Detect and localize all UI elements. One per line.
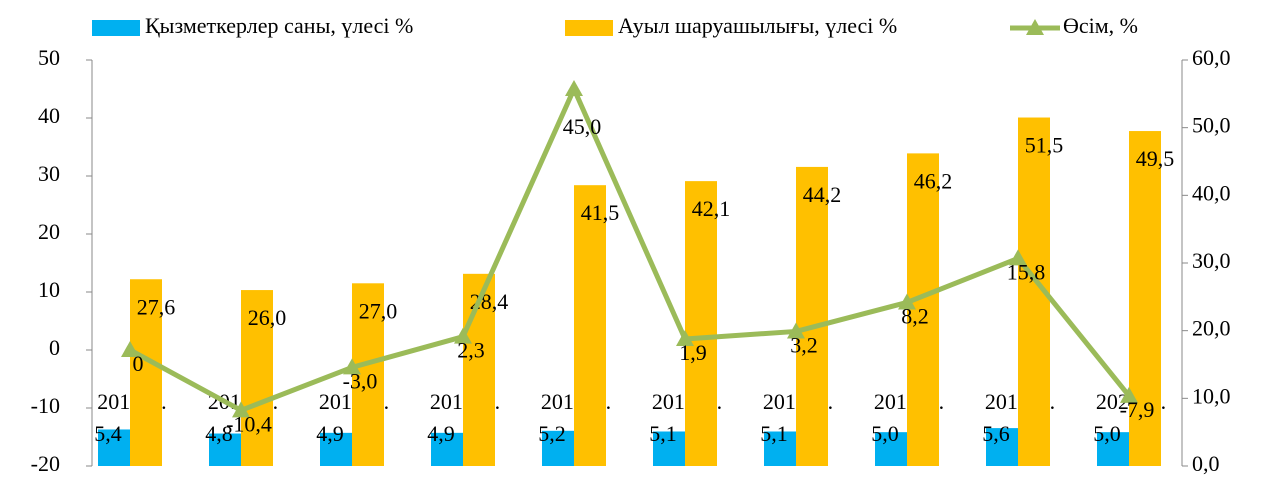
data-label: 27,0 [359, 298, 398, 323]
data-label: 3,2 [790, 332, 818, 357]
data-label: 4,8 [205, 421, 233, 446]
marker [676, 329, 694, 346]
legend-swatch [565, 20, 613, 36]
data-label: 5,0 [1093, 421, 1121, 446]
marker [1009, 249, 1027, 266]
data-label: -3,0 [343, 368, 378, 393]
bar [542, 430, 574, 466]
marker [1120, 386, 1138, 403]
bar [130, 279, 162, 466]
data-label: 27,6 [137, 294, 176, 319]
marker [787, 322, 805, 339]
y-tick-label: 30 [38, 161, 60, 186]
bar [352, 283, 384, 466]
bar [98, 429, 130, 466]
data-label: -10,4 [226, 411, 272, 436]
bar [796, 166, 828, 466]
data-label: 51,5 [1025, 133, 1064, 158]
data-label: 44,2 [803, 182, 842, 207]
y2-tick-label: 60,0 [1192, 45, 1231, 70]
data-label: 49,5 [1136, 146, 1175, 171]
y-tick-label: 20 [38, 219, 60, 244]
data-label: 5,1 [649, 421, 677, 446]
y-tick-label: 40 [38, 103, 60, 128]
bar [320, 432, 352, 466]
data-label: 42,1 [692, 196, 731, 221]
y2-tick-label: 30,0 [1192, 248, 1231, 273]
data-label: 5,1 [760, 421, 788, 446]
y-tick-label: 0 [49, 335, 60, 360]
y2-tick-label: 0,0 [1192, 451, 1220, 476]
bar [907, 153, 939, 466]
data-label: 41,5 [581, 200, 620, 225]
data-label: 8,2 [901, 303, 929, 328]
data-label: 5,2 [538, 421, 566, 446]
bar [1129, 131, 1161, 467]
legend-label: Өсім, % [1063, 13, 1138, 38]
data-label: 26,0 [248, 305, 287, 330]
legend-label: Қызметкерлер саны, үлесі % [145, 13, 413, 38]
y2-tick-label: 40,0 [1192, 180, 1231, 205]
bar [574, 185, 606, 466]
marker [343, 358, 361, 375]
marker [232, 401, 250, 418]
marker [565, 80, 583, 96]
data-label: 45,0 [563, 114, 602, 139]
bar [431, 432, 463, 466]
data-label: 1,9 [679, 340, 707, 365]
bar [685, 181, 717, 466]
y2-tick-label: 20,0 [1192, 316, 1231, 341]
y-tick-label: -10 [31, 393, 60, 418]
y-tick-label: -20 [31, 451, 60, 476]
bar [986, 428, 1018, 466]
y-tick-label: 10 [38, 277, 60, 302]
data-label: 15,8 [1007, 259, 1046, 284]
y2-tick-label: 10,0 [1192, 383, 1231, 408]
line [128, 86, 1131, 413]
legend-label: Ауыл шаруашылығы, үлесі % [618, 13, 897, 38]
data-label: 4,9 [316, 421, 344, 446]
legend-swatch [1026, 19, 1044, 35]
data-label: -7,9 [1120, 397, 1155, 422]
data-label: 4,9 [427, 421, 455, 446]
data-label: 46,2 [914, 168, 953, 193]
y2-tick-label: 50,0 [1192, 113, 1231, 138]
marker [454, 327, 472, 344]
data-label: 5,4 [94, 421, 122, 446]
bar [764, 431, 796, 466]
marker [898, 293, 916, 310]
bar [1097, 432, 1129, 466]
y-tick-label: 50 [38, 45, 60, 70]
bar [875, 432, 907, 466]
bar [209, 433, 241, 466]
legend-swatch [92, 20, 140, 36]
data-label: 5,0 [871, 421, 899, 446]
bar [241, 290, 273, 466]
marker [121, 341, 139, 357]
bar [653, 431, 685, 466]
data-label: 2,3 [457, 338, 485, 363]
data-label: 0 [133, 351, 144, 376]
data-label: 5,6 [982, 421, 1010, 446]
